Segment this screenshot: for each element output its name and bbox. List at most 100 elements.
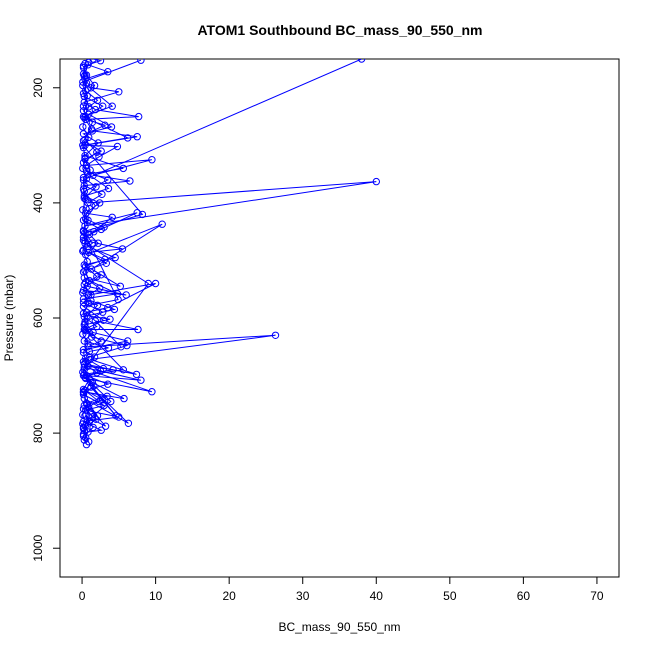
x-tick-label: 0 <box>79 589 86 603</box>
data-point <box>119 164 128 173</box>
data-point <box>108 102 116 110</box>
data-point <box>116 282 125 290</box>
data-point <box>79 112 88 121</box>
data-point <box>88 413 97 421</box>
y-axis-label: Pressure (mbar) <box>2 275 16 362</box>
data-point <box>132 370 141 379</box>
data-point <box>82 434 90 442</box>
data-point <box>79 420 87 428</box>
data-point <box>92 415 100 423</box>
data-point <box>135 112 143 121</box>
data-point <box>122 291 130 299</box>
data-point <box>97 147 105 155</box>
series-line <box>82 59 362 438</box>
data-point <box>99 396 107 404</box>
data-point <box>82 327 90 335</box>
data-point <box>271 331 280 339</box>
y-tick-label: 600 <box>31 308 45 328</box>
data-point <box>79 107 88 115</box>
data-point <box>93 148 101 156</box>
data-point <box>83 92 91 100</box>
data-point <box>91 202 100 210</box>
data-point <box>87 125 96 133</box>
data-point <box>82 87 90 95</box>
series-line <box>81 59 144 425</box>
data-point <box>85 59 93 67</box>
data-point <box>79 423 88 432</box>
x-axis-label: BC_mass_90_550_nm <box>278 620 400 634</box>
data-point <box>82 167 91 175</box>
y-tick-label: 200 <box>31 77 45 97</box>
data-point <box>134 325 142 334</box>
data-point <box>79 123 87 131</box>
data-point <box>93 301 102 309</box>
data-point <box>104 380 112 388</box>
data-point <box>111 253 119 262</box>
data-point <box>79 286 88 295</box>
data-point <box>80 325 89 334</box>
data-point <box>93 96 102 105</box>
data-point <box>80 181 89 190</box>
data-point <box>83 282 91 290</box>
data-point <box>104 176 112 184</box>
data-point <box>120 394 128 403</box>
data-point <box>82 215 90 223</box>
data-point <box>372 177 380 186</box>
data-point <box>101 422 110 430</box>
data-point <box>81 239 89 247</box>
data-point <box>108 213 116 222</box>
data-point <box>133 133 141 141</box>
data-point <box>79 346 88 354</box>
data-point <box>80 427 89 435</box>
data-point <box>79 158 88 167</box>
y-axis: 200 400 600 800 1000 <box>31 77 61 562</box>
data-point <box>99 316 108 324</box>
series-6 <box>79 59 147 428</box>
series-5 <box>79 59 366 442</box>
data-point <box>90 353 99 361</box>
x-tick-label: 40 <box>370 589 384 603</box>
y-tick-label: 800 <box>31 423 45 443</box>
data-point <box>110 305 119 314</box>
data-point <box>85 375 94 383</box>
data-point <box>118 245 127 253</box>
data-point <box>124 419 133 427</box>
data-point <box>124 134 132 142</box>
data-point <box>90 81 99 90</box>
data-point <box>97 337 105 345</box>
data-point <box>80 366 89 374</box>
data-point <box>79 78 87 86</box>
data-point <box>148 388 156 396</box>
data-point <box>82 195 90 204</box>
data-point <box>79 302 88 311</box>
data-point <box>85 103 93 111</box>
data-point <box>79 247 87 255</box>
chart-title: ATOM1 Southbound BC_mass_90_550_nm <box>197 22 482 38</box>
data-point <box>97 271 105 279</box>
data-point <box>82 278 90 286</box>
data-point <box>114 295 122 304</box>
series-line <box>82 62 142 432</box>
data-point <box>97 426 105 434</box>
data-point <box>137 376 145 384</box>
data-point <box>119 366 128 374</box>
data-point <box>96 367 105 375</box>
data-point <box>126 177 134 185</box>
data-point <box>84 340 92 348</box>
data-point <box>81 71 89 79</box>
data-point <box>79 141 87 150</box>
data-point <box>81 320 89 328</box>
data-point <box>86 166 94 174</box>
y-tick-label: 400 <box>31 193 45 213</box>
data-point <box>79 385 88 394</box>
x-tick-label: 50 <box>443 589 457 603</box>
data-point <box>79 206 87 214</box>
data-point <box>79 62 88 70</box>
data-point <box>148 156 156 164</box>
data-point <box>107 397 115 406</box>
data-point <box>79 268 88 276</box>
data-point <box>123 341 131 350</box>
y-tick-label: 1000 <box>31 535 45 562</box>
data-point <box>357 59 366 63</box>
